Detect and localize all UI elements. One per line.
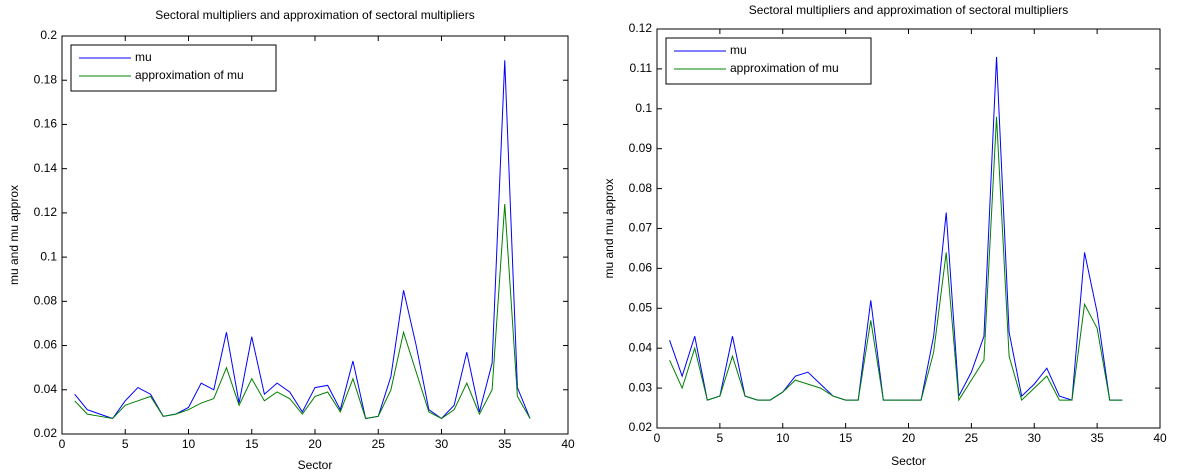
- y-tick-label: 0.08: [629, 181, 653, 195]
- y-tick-label: 0.11: [630, 61, 653, 75]
- y-tick-label: 0.12: [34, 205, 58, 219]
- x-tick-label: 30: [435, 437, 449, 451]
- y-tick-label: 0.06: [34, 338, 58, 352]
- x-axis-label: Sector: [298, 458, 333, 472]
- data-line: [669, 116, 1123, 402]
- y-tick-label: 0.02: [629, 420, 653, 434]
- y-tick-label: 0.18: [34, 72, 58, 86]
- legend-label: mu: [135, 50, 152, 64]
- y-tick-label: 0.14: [34, 161, 58, 175]
- x-tick-label: 5: [717, 431, 724, 445]
- x-tick-label: 30: [1028, 431, 1042, 445]
- y-tick-label: 0.06: [629, 261, 653, 275]
- legend-label: mu: [730, 43, 747, 57]
- x-tick-label: 10: [182, 437, 196, 451]
- x-tick-label: 40: [561, 437, 575, 451]
- x-tick-label: 15: [245, 437, 259, 451]
- plot-area: [61, 35, 569, 435]
- y-tick-label: 0.02: [34, 426, 58, 440]
- x-tick-label: 35: [1090, 431, 1104, 445]
- x-tick-label: 20: [308, 437, 322, 451]
- y-tick-label: 0.03: [629, 380, 653, 394]
- x-tick-label: 15: [839, 431, 853, 445]
- x-tick-label: 0: [59, 437, 66, 451]
- y-tick-label: 0.09: [629, 141, 653, 155]
- x-tick-label: 0: [654, 431, 661, 445]
- x-tick-label: 35: [498, 437, 512, 451]
- x-tick-label: 25: [965, 431, 979, 445]
- data-line: [74, 60, 531, 420]
- y-tick-label: 0.05: [629, 300, 653, 314]
- y-tick-label: 0.16: [34, 117, 58, 131]
- chart-panel: Sectoral multipliers and approximation o…: [602, 3, 1167, 468]
- x-tick-label: 40: [1153, 431, 1167, 445]
- y-axis-label: mu and mu approx: [602, 178, 616, 278]
- y-axis-label: mu and mu approx: [7, 185, 21, 285]
- y-tick-label: 0.1: [40, 249, 57, 263]
- legend-box: [665, 37, 872, 85]
- y-tick-label: 0.08: [34, 294, 58, 308]
- x-tick-label: 25: [372, 437, 386, 451]
- data-line: [74, 204, 531, 420]
- legend-box: [70, 44, 277, 92]
- chart-title: Sectoral multipliers and approximation o…: [155, 8, 474, 22]
- y-tick-label: 0.04: [34, 382, 58, 396]
- x-tick-label: 5: [122, 437, 129, 451]
- legend-label: approximation of mu: [730, 61, 839, 75]
- y-tick-label: 0.1: [635, 101, 652, 115]
- x-tick-label: 20: [902, 431, 916, 445]
- legend-label: approximation of mu: [135, 68, 244, 82]
- x-axis-label: Sector: [891, 454, 926, 468]
- plot-area: [656, 28, 1161, 429]
- x-tick-label: 10: [776, 431, 790, 445]
- chart-title: Sectoral multipliers and approximation o…: [749, 3, 1068, 17]
- y-tick-label: 0.2: [40, 28, 57, 42]
- y-tick-label: 0.07: [629, 221, 653, 235]
- chart-panel: Sectoral multipliers and approximation o…: [7, 8, 575, 472]
- y-tick-label: 0.12: [629, 21, 653, 35]
- y-tick-label: 0.04: [629, 340, 653, 354]
